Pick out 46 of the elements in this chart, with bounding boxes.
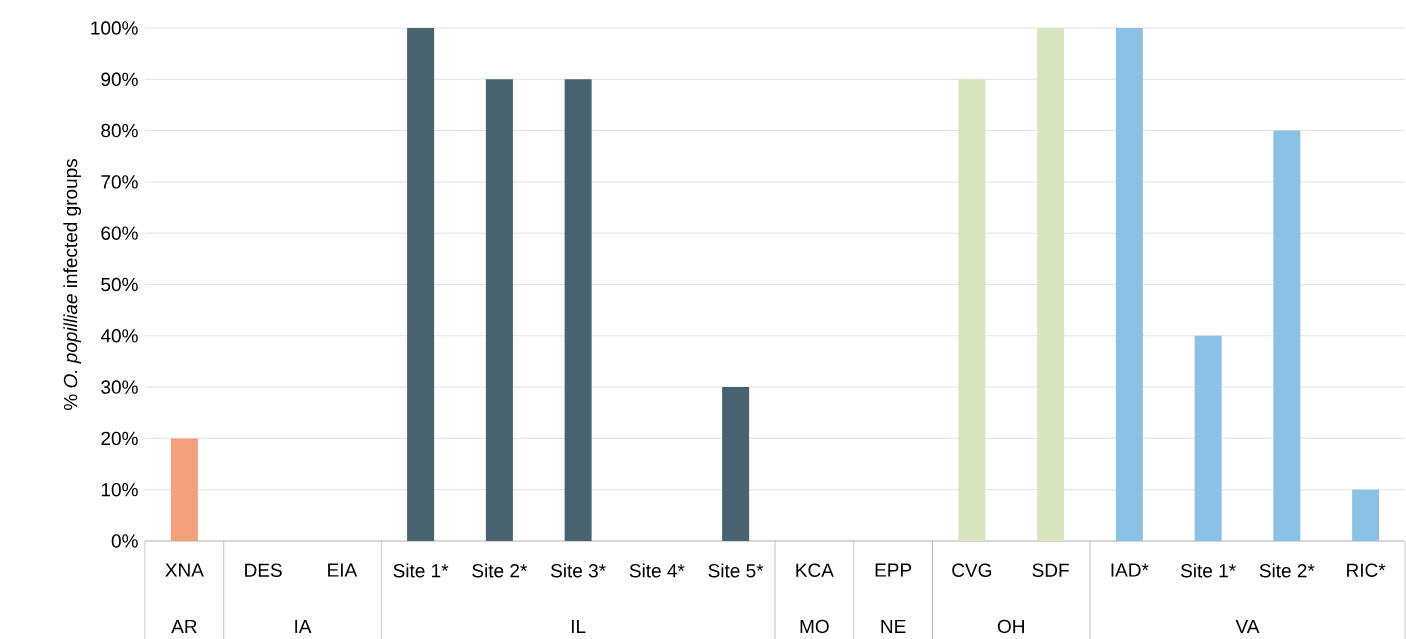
y-tick-label: 50%: [101, 277, 138, 292]
bar: [1115, 27, 1143, 541]
bar: [1352, 489, 1380, 541]
bar: [564, 79, 592, 541]
y-tick-label: 80%: [101, 123, 138, 138]
text: VA: [1235, 619, 1260, 633]
x-tick-label: CVG: [952, 563, 992, 577]
y-tick-label: 100%: [91, 21, 138, 35]
y-tick-label: 10%: [101, 482, 138, 497]
x-tick-label: IAD*: [1111, 563, 1149, 577]
text: IA: [295, 619, 312, 633]
bar: [485, 79, 513, 541]
text: AR: [171, 619, 197, 633]
x-tick-label: Site 4*: [629, 563, 685, 578]
bar: [1273, 130, 1301, 541]
text: MO: [800, 619, 829, 634]
bar: [722, 387, 750, 541]
x-tick-label: KCA: [796, 563, 834, 577]
text: OH: [997, 619, 1024, 634]
y-tick-label: 60%: [101, 226, 138, 240]
bar: [1037, 27, 1065, 541]
x-tick-label: Site 1*: [1180, 563, 1236, 578]
bar: [407, 27, 435, 541]
x-tick-label: Site 5*: [708, 563, 764, 578]
bar: [958, 79, 986, 541]
x-tick-label: EPP: [875, 563, 912, 577]
y-tick-label: 0%: [111, 534, 138, 548]
y-axis-title: % O. popilliae infected groups: [63, 159, 82, 411]
y-tick-label: 40%: [100, 329, 138, 343]
x-tick-label: Site 2*: [1259, 563, 1315, 578]
x-tick-label: RIC*: [1347, 563, 1386, 577]
text: IL: [571, 619, 586, 633]
x-tick-label: Site 1*: [393, 563, 449, 578]
y-tick-label: 30%: [101, 380, 138, 394]
text: NE: [881, 619, 906, 633]
x-tick-label: DES: [245, 563, 282, 577]
y-tick-label: 90%: [101, 72, 138, 87]
x-tick-label: SDF: [1032, 563, 1069, 577]
y-tick-label: 70%: [101, 175, 138, 189]
x-tick-label: EIA: [328, 563, 358, 577]
bar: [170, 438, 198, 541]
y-tick-label: 20%: [101, 431, 138, 446]
bar: [1194, 335, 1222, 541]
x-tick-label: Site 2*: [472, 563, 528, 578]
x-tick-label: XNA: [165, 563, 204, 577]
x-tick-label: Site 3*: [551, 563, 606, 578]
